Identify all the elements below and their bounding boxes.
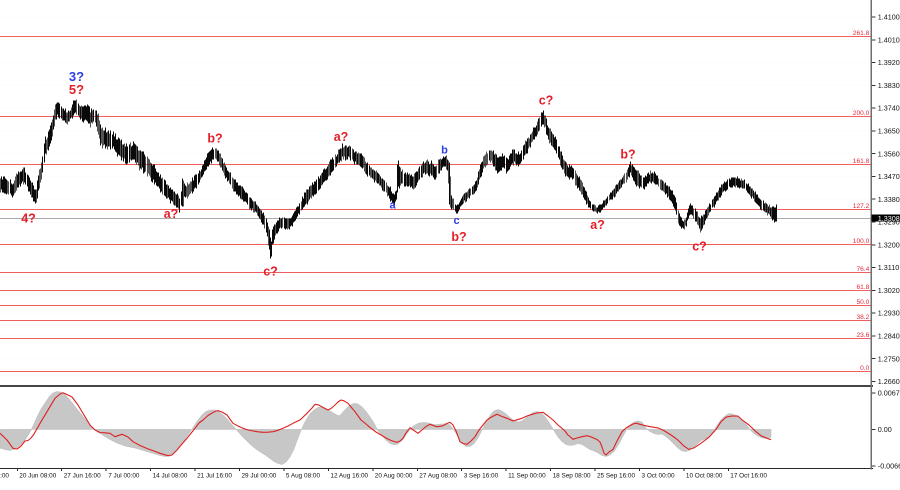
svg-text:a?: a? [164,207,179,221]
svg-text:29 Jul 00:00: 29 Jul 00:00 [242,473,277,480]
svg-text:c?: c? [539,94,554,108]
svg-text:1.3110: 1.3110 [878,263,899,272]
svg-text:c?: c? [263,265,278,279]
svg-text:18 Sep 08:00: 18 Sep 08:00 [553,473,591,480]
svg-text:1.2660: 1.2660 [878,377,900,386]
svg-text:c?: c? [692,240,707,254]
svg-text:5?: 5? [69,82,84,97]
svg-text:38.2: 38.2 [856,314,869,321]
svg-text:3?: 3? [69,69,84,84]
svg-text:20 Aug 00:00: 20 Aug 00:00 [375,473,413,480]
svg-text:b?: b? [207,132,222,146]
svg-text:3 Sep 16:00: 3 Sep 16:00 [464,473,499,480]
svg-text:1.4100: 1.4100 [878,13,900,22]
svg-text:1.2750: 1.2750 [878,354,900,363]
svg-text:23.6: 23.6 [856,332,869,339]
svg-text:1.3470: 1.3470 [878,172,900,181]
svg-text:5 Aug 08:00: 5 Aug 08:00 [286,473,321,480]
svg-text:11 Sep 00:00: 11 Sep 00:00 [508,473,546,480]
svg-text:1.3020: 1.3020 [878,286,900,295]
svg-text:12 Aug 16:00: 12 Aug 16:00 [330,473,368,480]
svg-text:14 Jul 08:00: 14 Jul 08:00 [153,473,188,480]
svg-text:127.2: 127.2 [853,203,870,210]
svg-text:1.3650: 1.3650 [878,127,900,136]
svg-text:c: c [453,215,459,227]
svg-text:-0.00668: -0.00668 [878,462,900,471]
svg-text:76.4: 76.4 [856,266,869,273]
svg-text:17 Oct 16:00: 17 Oct 16:00 [730,473,767,480]
svg-text:61.8: 61.8 [856,284,869,291]
svg-text:261.8: 261.8 [853,30,870,37]
svg-text:1.3380: 1.3380 [878,195,900,204]
svg-text:1.3740: 1.3740 [878,104,900,113]
svg-text:a?: a? [334,130,349,144]
svg-text:a?: a? [590,218,605,232]
svg-text:1.3920: 1.3920 [878,58,900,67]
svg-text:100.0: 100.0 [853,238,870,245]
svg-text:a: a [389,200,396,212]
svg-text:1.2840: 1.2840 [878,332,900,341]
svg-text:25 Sep 16:00: 25 Sep 16:00 [597,473,635,480]
svg-text:0.0: 0.0 [860,365,869,372]
svg-text:0:00: 0:00 [0,473,9,480]
svg-text:21 Jul 16:00: 21 Jul 16:00 [197,473,232,480]
svg-text:1.3200: 1.3200 [878,240,900,249]
svg-text:b?: b? [451,230,466,244]
svg-text:b?: b? [620,148,635,162]
svg-text:1.3830: 1.3830 [878,81,900,90]
svg-text:27 Aug 08:00: 27 Aug 08:00 [419,473,457,480]
svg-text:b: b [441,145,448,157]
svg-text:0.00: 0.00 [878,425,892,434]
svg-text:50.0: 50.0 [856,299,869,306]
svg-text:1.2930: 1.2930 [878,309,900,318]
svg-text:1.3308: 1.3308 [878,214,900,223]
svg-text:161.8: 161.8 [853,158,870,165]
svg-text:10 Oct 08:00: 10 Oct 08:00 [686,473,723,480]
svg-text:1.3560: 1.3560 [878,149,900,158]
svg-text:0.00678: 0.00678 [878,388,900,397]
svg-text:27 Jun 16:00: 27 Jun 16:00 [64,473,101,480]
svg-text:3 Oct 00:00: 3 Oct 00:00 [642,473,675,480]
svg-text:1.4010: 1.4010 [878,35,900,44]
svg-text:20 Jun 08:00: 20 Jun 08:00 [19,473,56,480]
svg-text:200.0: 200.0 [853,110,870,117]
svg-text:4?: 4? [21,212,36,226]
svg-text:7 Jul 00:00: 7 Jul 00:00 [108,473,140,480]
